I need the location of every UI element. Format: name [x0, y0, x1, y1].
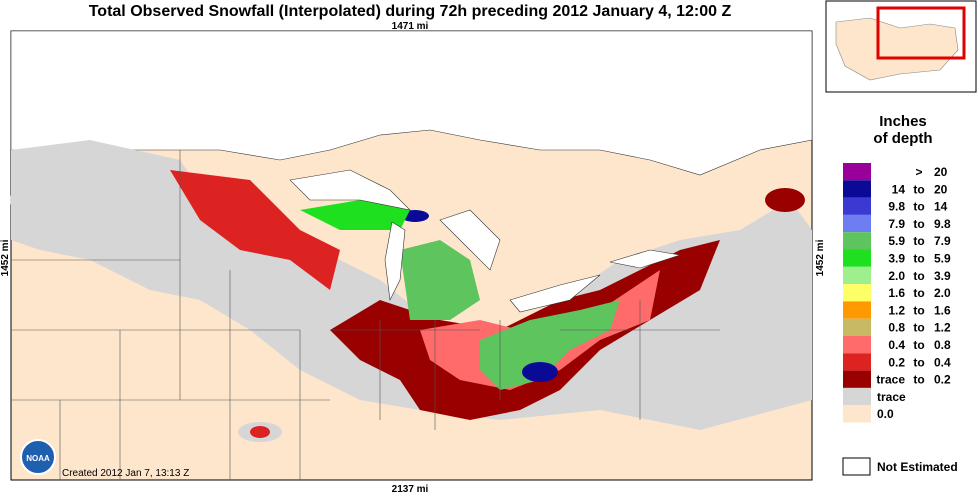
legend-high: 1.6	[934, 303, 951, 317]
legend-sep: to	[913, 286, 924, 300]
legend-swatch	[843, 301, 871, 319]
snow-area	[250, 426, 270, 438]
legend-sep: to	[913, 303, 924, 317]
created-date: Created 2012 Jan 7, 13:13 Z	[62, 468, 189, 479]
legend-swatch	[843, 387, 871, 406]
legend-sep: to	[913, 252, 924, 266]
legend-low: 0.4	[888, 338, 905, 352]
legend-high: 20	[934, 182, 948, 196]
legend-low: 1.2	[888, 303, 905, 317]
lake-erie	[509, 274, 601, 313]
legend-high: 20	[934, 165, 948, 179]
inset-us	[835, 17, 959, 81]
legend-low: 9.8	[888, 200, 905, 214]
legend-swatch	[843, 214, 871, 233]
legend-high: 1.2	[934, 321, 951, 335]
legend-low: 7.9	[888, 217, 905, 231]
legend-swatch	[843, 197, 871, 215]
legend-title: Inches of depth	[873, 113, 932, 147]
legend-high: 0.2	[934, 373, 951, 387]
lake-huron	[439, 209, 501, 271]
legend-swatch	[843, 284, 871, 302]
left-distance: 1452 mi	[0, 239, 11, 276]
legend-sep: to	[913, 200, 924, 214]
legend-swatch	[843, 353, 871, 371]
legend-swatch	[843, 405, 871, 423]
legend-swatch	[843, 370, 871, 388]
legend-sep: to	[913, 234, 924, 248]
snow-area	[170, 170, 340, 290]
legend: Inches of depth > 20 14 to 20 9.8 to 14 7.9 to 9.8 5.…	[843, 113, 951, 423]
legend-high: 5.9	[934, 252, 951, 266]
trace-area	[10, 175, 110, 225]
legend-swatch	[843, 249, 871, 267]
legend-high: 7.9	[934, 234, 951, 248]
inset-map	[825, 0, 977, 93]
legend-high: 0.4	[934, 355, 951, 369]
title: Total Observed Snowfall (Interpolated) d…	[89, 3, 732, 20]
legend-high: 3.9	[934, 269, 951, 283]
legend-sep: to	[913, 355, 924, 369]
logo-text: NOAA	[26, 454, 50, 463]
legend-label: 0.0	[877, 407, 894, 421]
legend-swatch	[843, 163, 871, 181]
legend-sep: to	[913, 373, 924, 387]
legend-swatch	[843, 232, 871, 250]
legend-sep: >	[915, 165, 922, 179]
snow-area	[765, 188, 805, 212]
legend-low: 0.2	[888, 355, 905, 369]
legend-swatch	[843, 318, 871, 336]
state-lines	[11, 150, 720, 480]
snow-area	[400, 240, 480, 320]
legend-sep: to	[913, 269, 924, 283]
snow-area	[480, 300, 620, 390]
legend-sep: to	[913, 182, 924, 196]
lake-ontario	[609, 249, 681, 269]
legend-low: 2.0	[888, 269, 905, 283]
bottom-distance: 2137 mi	[392, 484, 429, 495]
map: NOAA Created 2012 Jan 7, 13:13 Z	[10, 30, 813, 481]
legend-sep: to	[913, 321, 924, 335]
legend-swatch	[843, 266, 871, 285]
legend-label: trace	[877, 390, 906, 404]
lake-michigan	[384, 221, 406, 302]
legend-sep: to	[913, 217, 924, 231]
legend-high: 14	[934, 200, 948, 214]
legend-low: trace	[876, 373, 905, 387]
canada	[10, 30, 813, 176]
legend-high: 2.0	[934, 286, 951, 300]
legend-sep: to	[913, 338, 924, 352]
legend-low: 3.9	[888, 252, 905, 266]
legend-high: 9.8	[934, 217, 951, 231]
legend-swatch	[843, 180, 871, 198]
legend-swatch	[843, 336, 871, 354]
snow-area	[522, 362, 558, 382]
top-distance: 1471 mi	[392, 21, 429, 32]
not-estimated-swatch	[842, 457, 871, 476]
right-distance: 1452 mi	[815, 239, 826, 276]
not-estimated-label: Not Estimated	[877, 460, 958, 474]
noaa-logo	[20, 439, 56, 475]
snow-area	[300, 200, 410, 230]
legend-low: 1.6	[888, 286, 905, 300]
inset-highlight	[876, 6, 966, 60]
legend-low: 5.9	[888, 234, 905, 248]
lake-superior	[289, 169, 411, 211]
legend-low: 14	[892, 182, 906, 196]
legend-high: 0.8	[934, 338, 951, 352]
legend-low: 0.8	[888, 321, 905, 335]
